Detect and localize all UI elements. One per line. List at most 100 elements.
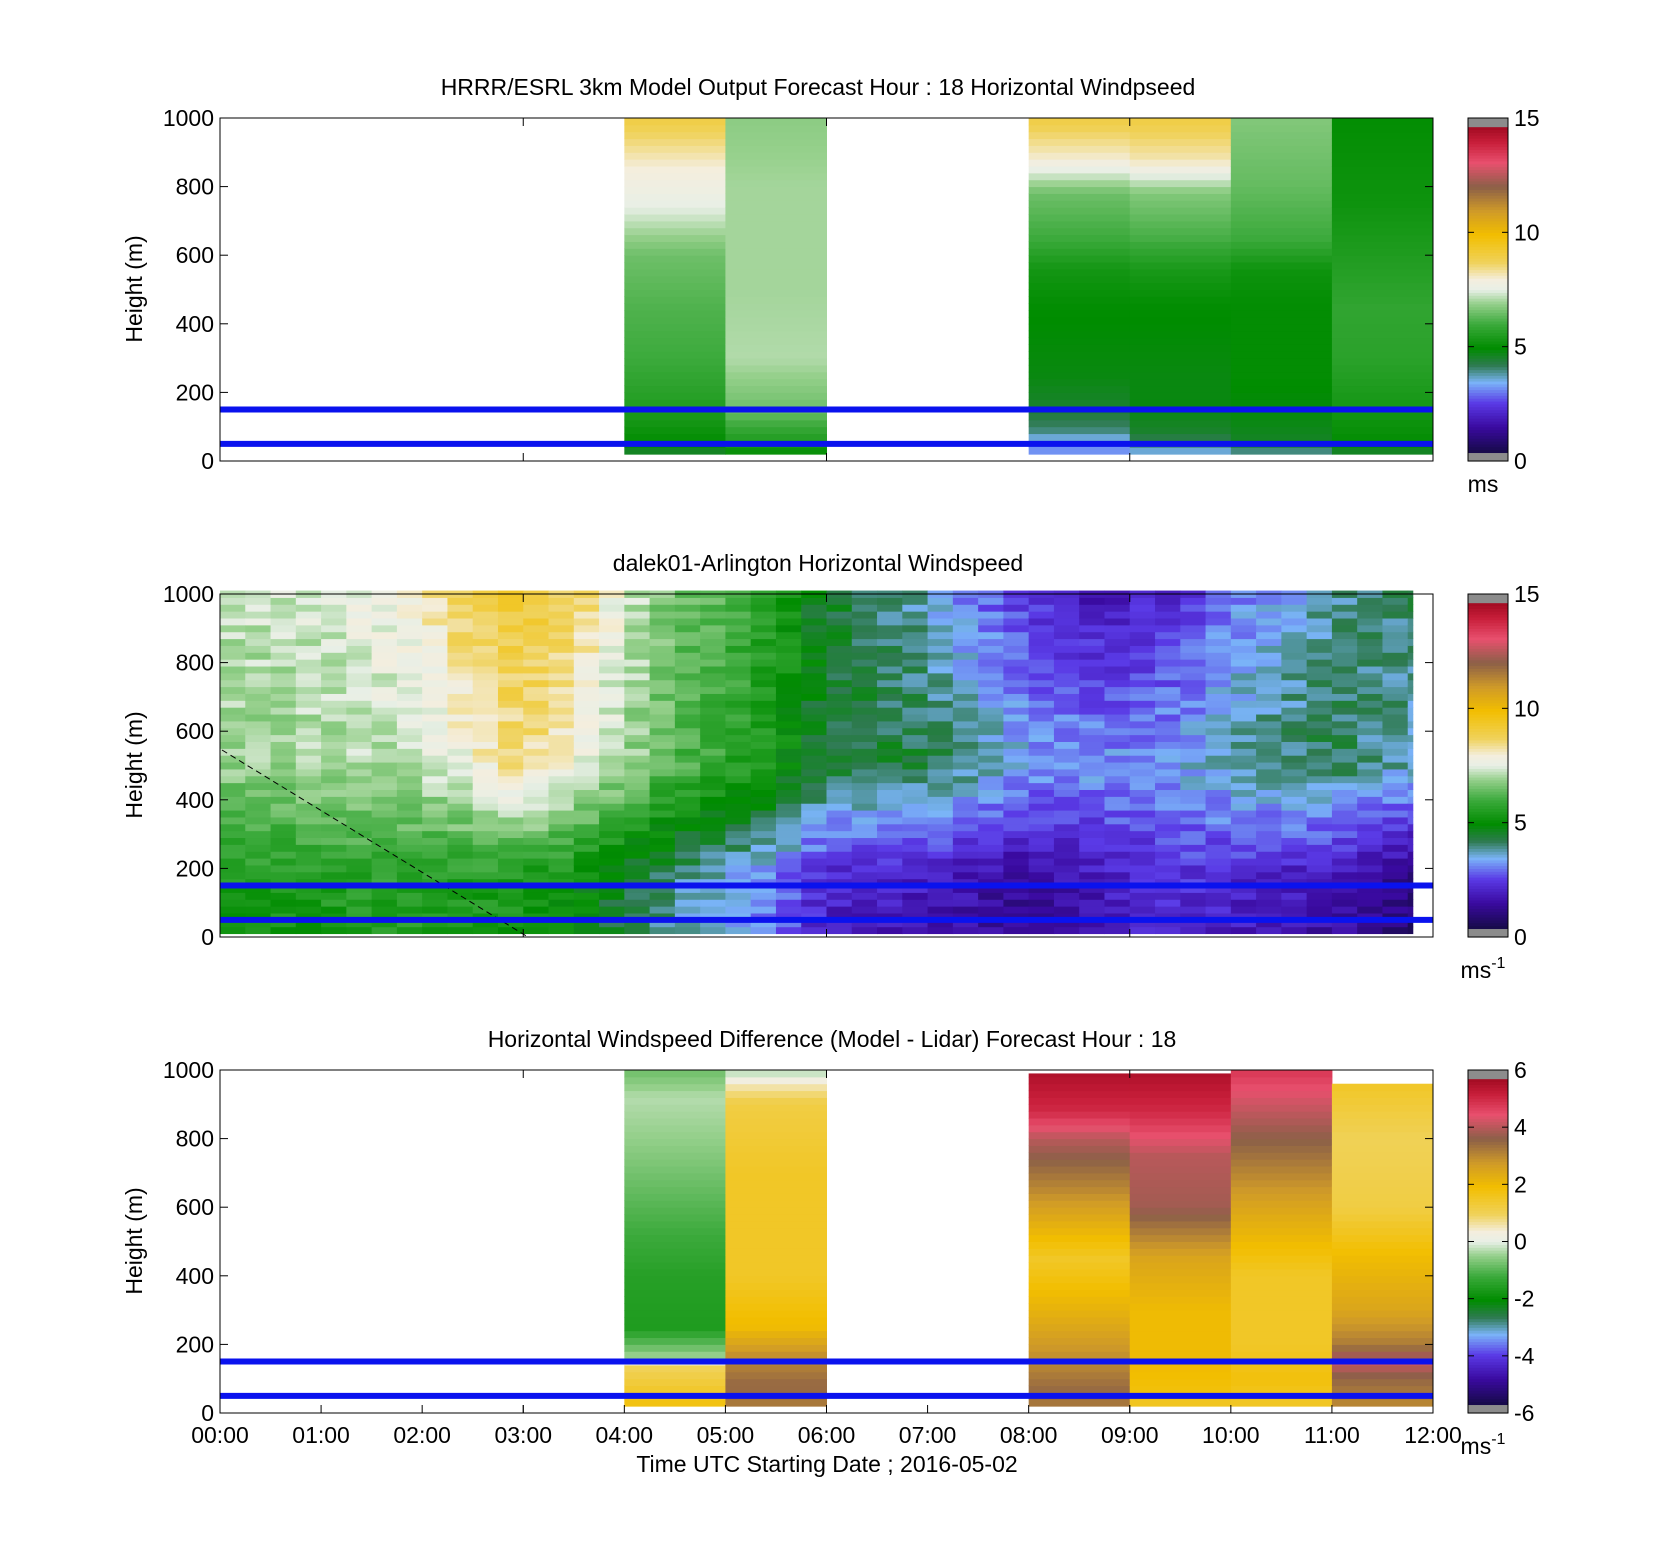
heatmap-cell	[1382, 720, 1409, 729]
heatmap-cell	[978, 816, 1004, 825]
heatmap-cell	[1306, 734, 1333, 742]
heatmap-cell	[447, 837, 474, 845]
heatmap-cell	[624, 618, 651, 626]
heatmap-cell	[1129, 652, 1156, 660]
heatmap-cell	[295, 604, 322, 612]
heatmap-cell	[750, 624, 777, 633]
heatmap-cell	[952, 830, 979, 839]
heatmap-cell	[1028, 830, 1055, 839]
heatmap-cell	[346, 741, 373, 749]
heatmap-cell	[1331, 679, 1358, 688]
heatmap-cell	[573, 741, 600, 749]
heatmap-cell	[624, 906, 651, 914]
heatmap-cell	[573, 816, 600, 825]
colorbar-swatch	[1468, 335, 1508, 339]
heatmap-cell	[1028, 138, 1131, 146]
heatmap-cell	[396, 714, 423, 722]
heatmap-cell	[1382, 604, 1409, 612]
heatmap-cell	[270, 919, 297, 928]
heatmap-cell	[725, 1118, 827, 1126]
heatmap-cell	[548, 768, 575, 777]
heatmap-cell	[371, 659, 398, 667]
heatmap-cell	[1028, 700, 1055, 708]
heatmap-cell	[1256, 652, 1282, 660]
heatmap-cell	[396, 851, 423, 859]
heatmap-cell	[877, 666, 903, 674]
heatmap-cell	[1205, 816, 1232, 825]
colorbar-swatch	[1468, 702, 1508, 707]
colorbar-swatch	[1468, 1210, 1508, 1214]
heatmap-cell	[826, 830, 853, 839]
heatmap-cell	[1028, 172, 1131, 181]
colorbar-swatch	[1468, 1112, 1508, 1117]
heatmap-cell	[396, 604, 423, 612]
heatmap-cell	[851, 741, 878, 749]
heatmap-cell	[902, 803, 929, 811]
heatmap-cell	[1180, 885, 1207, 893]
heatmap-cell	[1028, 816, 1055, 825]
heatmap-cell	[775, 652, 802, 660]
colorbar-swatch	[1468, 839, 1508, 844]
heatmap-cell	[902, 624, 929, 633]
heatmap-cell	[978, 899, 1004, 907]
heatmap-cell	[1053, 741, 1080, 749]
heatmap-cell	[624, 816, 651, 825]
heatmap-cell	[1331, 447, 1434, 455]
heatmap-cell	[523, 837, 550, 845]
heatmap-cell	[1357, 604, 1383, 612]
colorbar-swatch	[1468, 369, 1508, 373]
heatmap-cell	[447, 638, 474, 646]
colorbar-swatch	[1468, 856, 1508, 861]
heatmap-cell	[295, 906, 322, 914]
heatmap-cell	[978, 727, 1004, 736]
heatmap-cell	[851, 672, 878, 681]
heatmap-cell	[1129, 638, 1156, 646]
heatmap-cell	[952, 885, 979, 893]
heatmap-cell	[851, 707, 878, 715]
heatmap-cell	[1028, 1310, 1131, 1318]
heatmap-cell	[978, 611, 1004, 619]
heatmap-cell	[270, 597, 297, 605]
heatmap-cell	[725, 220, 827, 229]
colorbar-swatch	[1468, 891, 1508, 895]
heatmap-cell	[1331, 638, 1358, 646]
heatmap-cell	[1331, 351, 1434, 359]
heatmap-cell	[573, 768, 600, 777]
heatmap-cell	[1407, 734, 1414, 742]
heatmap-cell	[1028, 330, 1131, 339]
heatmap-cell	[1256, 906, 1282, 914]
heatmap-cell	[1053, 844, 1080, 852]
colorbar-swatch	[1468, 899, 1508, 904]
heatmap-cell	[624, 1104, 726, 1112]
heatmap-cell	[1155, 611, 1181, 619]
heatmap-cell	[447, 789, 474, 797]
heatmap-cell	[245, 885, 272, 893]
heatmap-cell	[725, 789, 752, 797]
heatmap-cell	[725, 1399, 827, 1407]
heatmap-cell	[1357, 823, 1383, 832]
heatmap-cell	[573, 597, 600, 605]
heatmap-cell	[1003, 810, 1030, 818]
heatmap-cell	[725, 289, 827, 297]
heatmap-cell	[472, 741, 499, 749]
heatmap-cell	[447, 823, 474, 832]
colorbar-swatch	[1468, 1272, 1508, 1277]
heatmap-cell	[523, 748, 550, 756]
heatmap-cell	[1028, 1262, 1131, 1270]
panel-difference-title: Horizontal Windspeed Difference (Model -…	[488, 1026, 1177, 1052]
heatmap-cell	[220, 864, 246, 873]
colorbar-swatch	[1468, 120, 1508, 125]
colorbar-swatch	[1468, 218, 1508, 222]
heatmap-cell	[624, 1186, 726, 1194]
heatmap-cell	[371, 851, 398, 859]
colorbar-swatch	[1468, 1250, 1508, 1254]
heatmap-cell	[1028, 1145, 1131, 1153]
heatmap-cell	[674, 707, 701, 715]
heatmap-cell	[599, 830, 625, 839]
heatmap-cell	[1331, 419, 1434, 428]
heatmap-cell	[422, 926, 448, 935]
colorbar-swatch	[1468, 329, 1508, 333]
heatmap-cell	[851, 837, 878, 845]
heatmap-cell	[1331, 1303, 1434, 1311]
heatmap-cell	[624, 1385, 726, 1393]
